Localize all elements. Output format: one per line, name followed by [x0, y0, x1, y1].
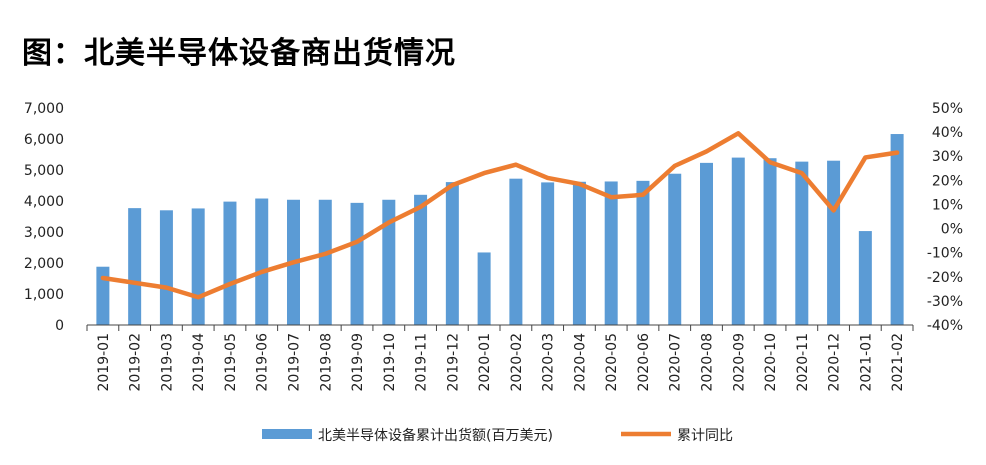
- bar-2019-08: [318, 199, 332, 325]
- yoy-line: [100, 131, 900, 300]
- x-tick-label: 2020-04: [572, 333, 588, 392]
- bar-2020-07: [668, 173, 682, 325]
- y-right-tick-label: 40%: [932, 125, 963, 141]
- x-tick-label: 2020-11: [795, 333, 811, 392]
- x-tick-label: 2020-12: [827, 333, 843, 392]
- y-right-tick-label: 50%: [932, 101, 963, 117]
- legend-swatch-bars: [262, 429, 312, 439]
- bar-2021-01: [858, 231, 872, 325]
- bar-2020-01: [477, 252, 491, 325]
- y-right-tick-label: 20%: [932, 173, 963, 189]
- bar-2020-05: [604, 181, 618, 325]
- bar-2019-12: [445, 182, 459, 325]
- x-tick-label: 2021-01: [858, 333, 874, 392]
- x-tick-label: 2020-08: [700, 333, 716, 392]
- y-left-tick-label: 3,000: [24, 225, 64, 241]
- y-right-tick-label: -40%: [927, 318, 963, 334]
- bar-2020-02: [509, 178, 523, 325]
- y-left-tick-label: 4,000: [24, 194, 64, 210]
- y-left-tick-label: 7,000: [24, 101, 64, 117]
- bar-2019-06: [255, 198, 269, 325]
- legend-label-line: 累计同比: [677, 428, 733, 444]
- bar-2019-02: [128, 208, 142, 325]
- y-right-tick-label: -10%: [927, 246, 963, 262]
- line-series-group: [100, 131, 900, 300]
- x-tick-label: 2019-07: [287, 333, 303, 392]
- x-tick-label: 2021-02: [890, 333, 906, 392]
- y-right-tick-label: 30%: [932, 149, 963, 165]
- bars-group: [96, 134, 904, 325]
- y-right-tick-label: 0%: [941, 222, 963, 238]
- bar-2020-04: [572, 181, 586, 325]
- x-tick-label: 2019-10: [382, 333, 398, 392]
- x-tick-label: 2020-01: [477, 333, 493, 392]
- x-tick-label: 2020-02: [509, 333, 525, 392]
- x-tick-label: 2019-12: [445, 333, 461, 392]
- x-tick-label: 2019-04: [191, 333, 207, 392]
- bar-2020-09: [731, 157, 745, 325]
- x-tick-label: 2019-02: [128, 333, 144, 392]
- x-tick-label: 2020-06: [636, 333, 652, 392]
- x-tick-label: 2020-07: [668, 333, 684, 392]
- bar-2019-09: [350, 202, 364, 325]
- bar-2019-04: [191, 208, 205, 325]
- x-tick-label: 2019-01: [96, 333, 112, 392]
- legend-label-bars: 北美半导体设备累计出货额(百万美元): [318, 427, 553, 444]
- x-tick-label: 2019-09: [350, 333, 366, 392]
- axes-group: 2019-01 2019-02 2019-03 2019-04 2019-05 2019-…: [24, 101, 963, 392]
- x-tick-label: 2020-03: [541, 333, 557, 392]
- chart-title: 图：北美半导体设备商出货情况: [22, 36, 456, 71]
- y-left-tick-label: 6,000: [24, 132, 64, 148]
- y-right-tick-label: -30%: [927, 294, 963, 310]
- bar-2020-08: [700, 162, 713, 325]
- x-tick-label: 2020-10: [763, 333, 779, 392]
- bar-2021-02: [890, 134, 904, 325]
- x-tick-label: 2019-03: [159, 333, 175, 392]
- bar-2020-03: [541, 182, 555, 325]
- bar-2020-10: [763, 158, 777, 325]
- x-tick-label: 2019-05: [223, 333, 239, 392]
- bar-2019-11: [414, 194, 428, 325]
- x-tick-label: 2019-08: [318, 333, 334, 392]
- bar-2019-05: [223, 201, 237, 325]
- y-right-tick-label: -20%: [927, 270, 963, 286]
- x-tick-label: 2019-06: [255, 333, 271, 392]
- bar-2019-10: [382, 199, 396, 325]
- bar-2020-06: [636, 180, 650, 325]
- x-tick-label: 2020-05: [604, 333, 620, 392]
- bar-2019-01: [96, 266, 110, 325]
- bar-2019-03: [159, 210, 173, 325]
- y-left-tick-label: 5,000: [24, 163, 64, 179]
- x-tick-label: 2020-09: [731, 333, 747, 392]
- y-left-tick-label: 0: [55, 318, 64, 334]
- y-right-tick-label: 10%: [932, 197, 963, 213]
- y-left-tick-label: 2,000: [24, 256, 64, 272]
- bar-2020-12: [827, 160, 841, 325]
- y-left-tick-label: 1,000: [24, 287, 64, 303]
- legend: 北美半导体设备累计出货额(百万美元) 累计同比: [262, 427, 733, 444]
- x-tick-label: 2019-11: [414, 333, 430, 392]
- bar-2020-11: [795, 161, 809, 325]
